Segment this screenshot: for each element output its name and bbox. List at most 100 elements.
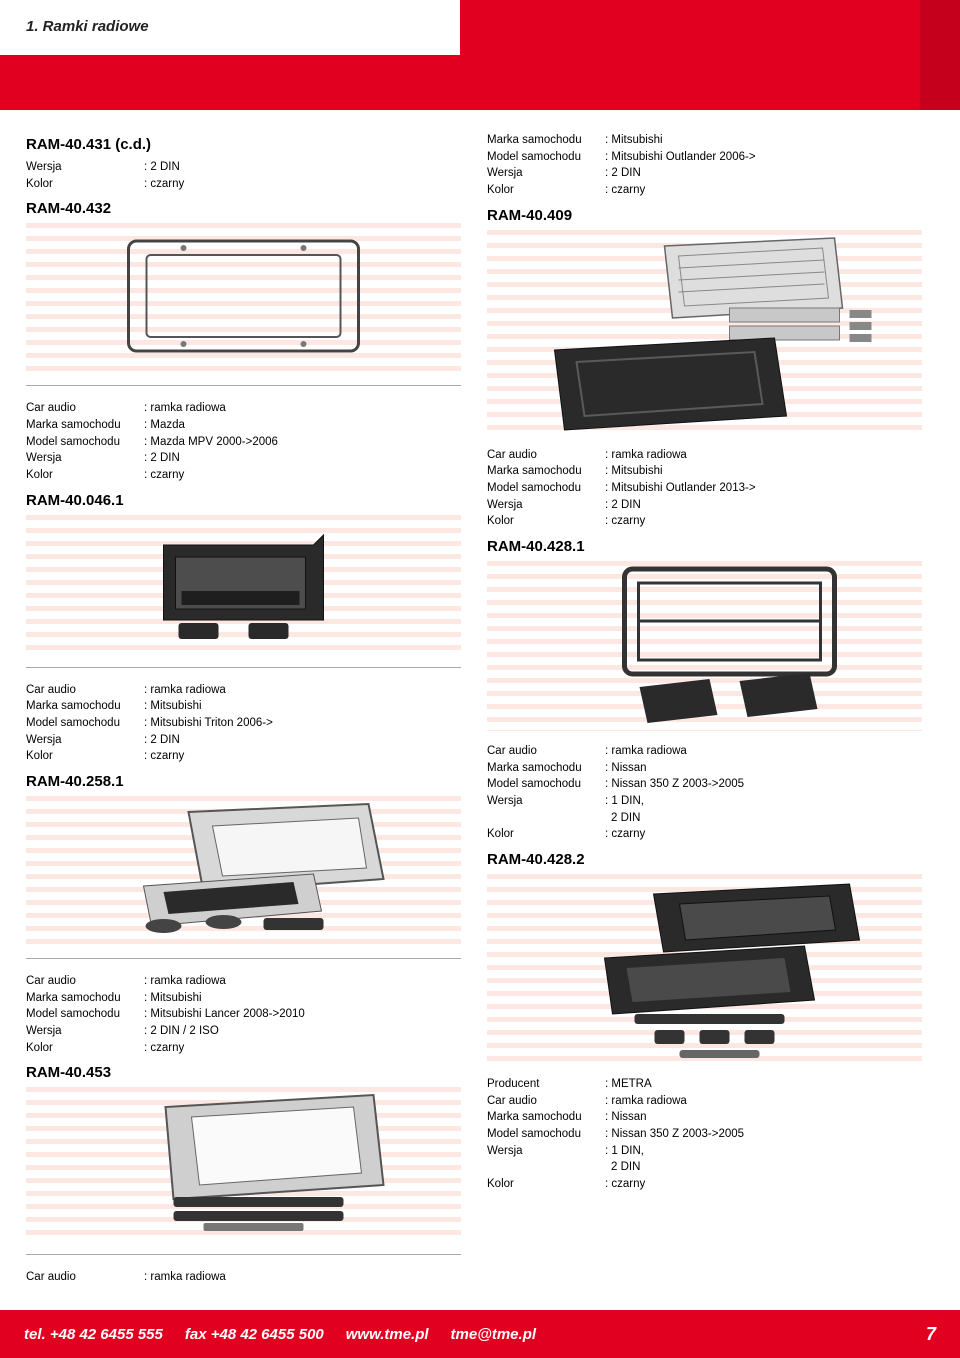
spec-label bbox=[487, 810, 605, 827]
spec-value: 2 DIN bbox=[144, 732, 180, 749]
spec-label: Wersja bbox=[487, 165, 605, 182]
product-code: RAM-40.432 bbox=[26, 200, 461, 217]
spec-value: 2 DIN bbox=[605, 497, 641, 514]
specs-block: Marka samochoduMitsubishi Model samochod… bbox=[487, 132, 922, 199]
spec-value: Mitsubishi bbox=[144, 698, 202, 715]
spec-label: Marka samochodu bbox=[487, 132, 605, 149]
spec-label: Kolor bbox=[487, 1176, 605, 1193]
spec-label: Wersja bbox=[26, 159, 144, 176]
product-image bbox=[487, 561, 922, 731]
specs-block: ProducentMETRA Car audioramka radiowa Ma… bbox=[487, 1076, 922, 1193]
spec-value: ramka radiowa bbox=[144, 682, 226, 699]
spec-label: Kolor bbox=[26, 467, 144, 484]
spec-label: Wersja bbox=[26, 1023, 144, 1040]
spec-value: METRA bbox=[605, 1076, 652, 1093]
product-code: RAM-40.428.1 bbox=[487, 538, 922, 555]
spec-value: ramka radiowa bbox=[605, 447, 687, 464]
footer-email: tme@tme.pl bbox=[451, 1326, 536, 1343]
spec-value: czarny bbox=[144, 467, 184, 484]
spec-label: Marka samochodu bbox=[26, 417, 144, 434]
product-code: RAM-40.453 bbox=[26, 1064, 461, 1081]
frame-illustration bbox=[26, 796, 461, 946]
specs-block: Car audioramka radiowa bbox=[26, 1269, 461, 1286]
spec-value: 2 DIN bbox=[605, 165, 641, 182]
product-image bbox=[487, 230, 922, 435]
header-accent bbox=[920, 0, 960, 110]
spec-value: 1 DIN, bbox=[605, 793, 644, 810]
spec-value: czarny bbox=[605, 1176, 645, 1193]
frame-illustration bbox=[26, 1087, 461, 1242]
header-tab: 1. Ramki radiowe bbox=[0, 0, 460, 55]
spec-label: Marka samochodu bbox=[487, 760, 605, 777]
frame-illustration bbox=[487, 561, 922, 731]
specs-block: Car audioramka radiowa Marka samochoduNi… bbox=[487, 743, 922, 843]
divider bbox=[26, 1254, 461, 1255]
spec-value: ramka radiowa bbox=[144, 400, 226, 417]
spec-label: Marka samochodu bbox=[487, 1109, 605, 1126]
spec-value: 2 DIN bbox=[605, 1159, 640, 1176]
spec-label: Kolor bbox=[26, 176, 144, 193]
footer-fax: fax +48 42 6455 500 bbox=[185, 1326, 324, 1343]
spec-label: Producent bbox=[487, 1076, 605, 1093]
spec-label: Model samochodu bbox=[487, 480, 605, 497]
specs-block: Car audioramka radiowa Marka samochoduMi… bbox=[487, 447, 922, 530]
spec-label: Marka samochodu bbox=[26, 698, 144, 715]
spec-value: 2 DIN bbox=[605, 810, 640, 827]
spec-label: Model samochodu bbox=[26, 1006, 144, 1023]
spec-value: Mitsubishi bbox=[605, 463, 663, 480]
spec-value: 1 DIN, bbox=[605, 1143, 644, 1160]
spec-value: Mitsubishi bbox=[605, 132, 663, 149]
specs-block: Car audioramka radiowa Marka samochoduMi… bbox=[26, 682, 461, 765]
product-code: RAM-40.431 (c.d.) bbox=[26, 136, 461, 153]
left-column: RAM-40.431 (c.d.) Wersja2 DIN Kolorczarn… bbox=[26, 132, 461, 1294]
spec-label: Car audio bbox=[487, 743, 605, 760]
spec-label: Kolor bbox=[26, 748, 144, 765]
spec-value: czarny bbox=[144, 748, 184, 765]
spec-label: Model samochodu bbox=[487, 149, 605, 166]
spec-value: ramka radiowa bbox=[605, 1093, 687, 1110]
divider bbox=[26, 667, 461, 668]
spec-value: czarny bbox=[605, 826, 645, 843]
page-number: 7 bbox=[926, 1324, 936, 1345]
section-title: 1. Ramki radiowe bbox=[26, 18, 438, 35]
spec-label: Wersja bbox=[26, 732, 144, 749]
frame-illustration bbox=[26, 223, 461, 373]
frame-illustration bbox=[487, 230, 922, 435]
spec-label: Kolor bbox=[26, 1040, 144, 1057]
spec-value: 2 DIN bbox=[144, 450, 180, 467]
spec-value: Nissan bbox=[605, 760, 647, 777]
product-code: RAM-40.258.1 bbox=[26, 773, 461, 790]
spec-label: Wersja bbox=[487, 793, 605, 810]
product-image bbox=[26, 515, 461, 655]
spec-label: Model samochodu bbox=[487, 776, 605, 793]
spec-label: Wersja bbox=[26, 450, 144, 467]
specs-block: Car audioramka radiowa Marka samochoduMi… bbox=[26, 973, 461, 1056]
spec-label: Car audio bbox=[26, 400, 144, 417]
divider bbox=[26, 958, 461, 959]
spec-value: ramka radiowa bbox=[605, 743, 687, 760]
spec-label: Car audio bbox=[487, 447, 605, 464]
spec-label: Wersja bbox=[487, 497, 605, 514]
spec-label: Car audio bbox=[26, 682, 144, 699]
spec-label: Model samochodu bbox=[26, 434, 144, 451]
footer-tel: tel. +48 42 6455 555 bbox=[24, 1326, 163, 1343]
spec-label: Kolor bbox=[487, 182, 605, 199]
spec-value: Mitsubishi Lancer 2008->2010 bbox=[144, 1006, 305, 1023]
spec-label: Marka samochodu bbox=[487, 463, 605, 480]
spec-value: Mitsubishi bbox=[144, 990, 202, 1007]
frame-illustration bbox=[487, 874, 922, 1064]
spec-value: czarny bbox=[144, 1040, 184, 1057]
footer-bar: tel. +48 42 6455 555 fax +48 42 6455 500… bbox=[0, 1310, 960, 1358]
spec-value: Nissan bbox=[605, 1109, 647, 1126]
spec-value: Mitsubishi Triton 2006-> bbox=[144, 715, 273, 732]
divider bbox=[26, 385, 461, 386]
spec-value: Mazda MPV 2000->2006 bbox=[144, 434, 278, 451]
specs-block: Car audioramka radiowa Marka samochoduMa… bbox=[26, 400, 461, 483]
product-code: RAM-40.428.2 bbox=[487, 851, 922, 868]
spec-label: Car audio bbox=[26, 1269, 144, 1286]
frame-illustration bbox=[26, 515, 461, 655]
product-image bbox=[26, 1087, 461, 1242]
spec-label: Wersja bbox=[487, 1143, 605, 1160]
product-image bbox=[26, 223, 461, 373]
spec-label: Car audio bbox=[26, 973, 144, 990]
